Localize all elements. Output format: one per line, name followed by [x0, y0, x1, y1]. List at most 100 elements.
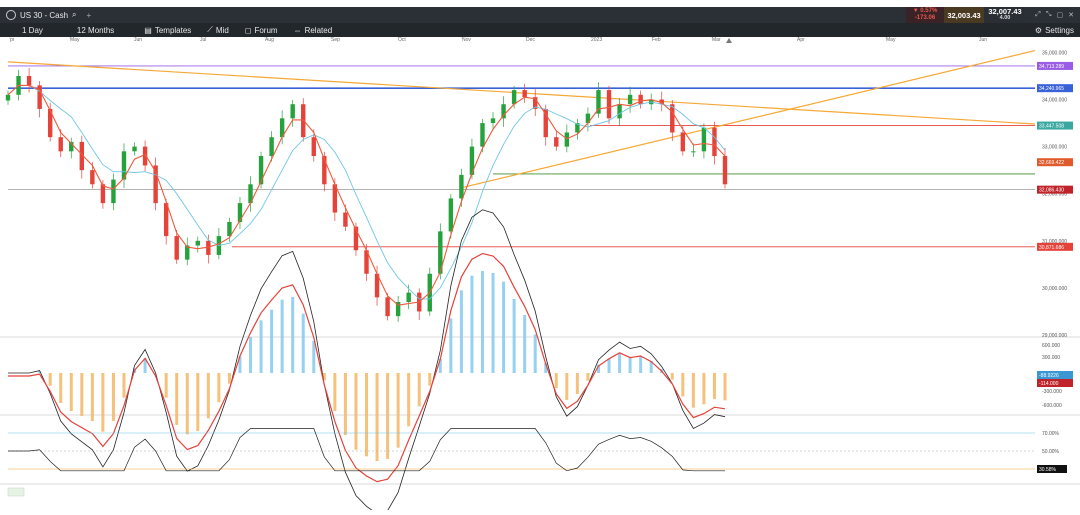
- link-icon[interactable]: ⤡: [1045, 11, 1052, 18]
- candle-body: [543, 108, 548, 138]
- candle-body: [258, 156, 264, 185]
- macd-histogram-bar: [702, 373, 706, 405]
- x-tick-label: Jun: [979, 37, 987, 43]
- macd-price-marker-label: -88.9226: [1039, 373, 1059, 379]
- add-tab-icon[interactable]: +: [86, 10, 92, 20]
- templates-button[interactable]: ▤ Templates: [122, 26, 199, 35]
- macd-histogram-bar: [502, 281, 506, 373]
- macd-histogram-bar: [649, 361, 653, 373]
- candle-body: [100, 184, 106, 204]
- y-tick-label: 32,000.000: [1042, 192, 1067, 198]
- sell-price-button[interactable]: 32,003.43: [944, 7, 984, 23]
- macd-histogram-bar: [438, 359, 442, 373]
- close-icon[interactable]: ✕: [1068, 12, 1074, 19]
- forum-label: Forum: [254, 25, 278, 35]
- macd-price-marker: [1037, 371, 1073, 379]
- change-absolute: -173.06: [914, 15, 936, 21]
- macd-histogram-bar: [681, 373, 685, 397]
- bid-price: 32,003.43: [947, 10, 981, 20]
- candle-body: [659, 99, 664, 105]
- range-label: 12 Months: [76, 25, 115, 35]
- y-tick-label: 33,000.000: [1042, 145, 1067, 151]
- macd-histogram-bar: [596, 364, 600, 373]
- candle-body: [617, 104, 622, 119]
- maximize-icon[interactable]: ▢: [1056, 12, 1064, 19]
- price-marker-label: 32,669.422: [1039, 160, 1064, 166]
- candle-body: [279, 118, 285, 138]
- x-tick-label: Dec: [526, 37, 535, 43]
- macd-histogram-bar: [428, 373, 432, 386]
- macd-histogram-bar: [59, 373, 63, 403]
- rsi-price-marker-label: 30.58%: [1039, 467, 1057, 473]
- macd-histogram-bar: [343, 373, 347, 435]
- macd-histogram-bar: [122, 373, 126, 398]
- search-icon[interactable]: ⌕: [72, 10, 77, 19]
- x-tick-label: May: [886, 37, 896, 43]
- related-button[interactable]: ⇔ Related: [286, 26, 341, 35]
- macd-histogram-bar: [407, 373, 411, 427]
- symbol-selector[interactable]: US 30 - Cash ⌕: [0, 10, 77, 20]
- x-tick-label: May: [70, 37, 80, 43]
- x-tick-label: Jul: [200, 37, 206, 43]
- settings-button[interactable]: ⚙ Settings: [1035, 23, 1074, 37]
- candle-body: [153, 165, 158, 204]
- candle-body: [311, 137, 316, 157]
- candle-body: [79, 141, 85, 171]
- candle-body: [237, 203, 243, 222]
- candle-body: [227, 221, 232, 237]
- chart-area[interactable]: pr May Jun Jul Aug Sep Oct Nov Dec 2023 Feb Mar Apr M…: [0, 37, 1080, 515]
- y-tick-label: 34,000.000: [1042, 98, 1067, 104]
- range-button[interactable]: 12 Months: [51, 26, 122, 35]
- x-tick-label: Feb: [652, 37, 661, 43]
- macd-histogram-bar: [396, 373, 400, 448]
- candle-body: [343, 212, 348, 227]
- candle-body: [163, 203, 169, 237]
- price-marker: [1037, 84, 1073, 93]
- x-tick-label: Sep: [331, 37, 340, 43]
- rsi-y-tick-label: 70.00%: [1042, 431, 1060, 437]
- macd-histogram-bar: [480, 271, 484, 373]
- macd-histogram-bar: [111, 373, 115, 421]
- candle-body: [554, 137, 559, 147]
- macd-histogram-bar: [80, 373, 84, 416]
- candle-body: [47, 108, 53, 138]
- candle-body: [501, 104, 506, 119]
- price-marker-label: 33,447.508: [1039, 124, 1064, 130]
- timeframe-button[interactable]: 1 Day: [0, 26, 51, 35]
- candle-body: [37, 85, 42, 109]
- candle-body: [448, 198, 454, 232]
- candle-body: [364, 250, 369, 274]
- macd-histogram-bar: [90, 373, 94, 421]
- buy-price-button[interactable]: 32,007.43 4.00: [985, 7, 1025, 23]
- x-tick-label: Aug: [265, 37, 274, 43]
- price-marker: [1037, 121, 1073, 130]
- macd-histogram-bar: [670, 373, 674, 380]
- macd-histogram-bar: [544, 363, 548, 373]
- macd-histogram-bar: [217, 373, 221, 403]
- candle-body: [480, 123, 485, 147]
- gear-icon: ⚙: [1034, 25, 1043, 35]
- macd-histogram-bar: [449, 318, 453, 373]
- macd-histogram-bar: [101, 373, 105, 432]
- forum-button[interactable]: ◻ Forum: [237, 26, 286, 35]
- candle-body: [206, 240, 211, 255]
- price-marker-label: 34,713.289: [1039, 64, 1064, 70]
- price-type-button[interactable]: ⟋ Mid: [199, 25, 237, 35]
- chart-toolbar: 1 Day 12 Months ▤ Templates ⟋ Mid ◻ Foru…: [0, 23, 1080, 37]
- expand-icon[interactable]: ⤢: [1035, 11, 1041, 18]
- macd-histogram-bar: [554, 373, 558, 388]
- macd-histogram-bar: [575, 373, 579, 394]
- ascending-trendline: [459, 49, 1036, 189]
- chart-canvas[interactable]: pr May Jun Jul Aug Sep Oct Nov Dec 2023 Feb Mar Apr M…: [0, 37, 1080, 515]
- macd-histogram-bar: [48, 373, 52, 386]
- price-type-label: Mid: [215, 25, 229, 35]
- candle-body: [374, 273, 380, 298]
- candle-body: [322, 156, 327, 185]
- macd-histogram-bar: [386, 373, 390, 459]
- current-date-marker[interactable]: [726, 38, 732, 43]
- x-tick-label: pr: [10, 37, 15, 43]
- macd-histogram-bar: [491, 273, 495, 373]
- macd-histogram-bar: [533, 334, 537, 373]
- candles-group: [5, 67, 728, 322]
- panel-toggle-button[interactable]: [7, 487, 25, 497]
